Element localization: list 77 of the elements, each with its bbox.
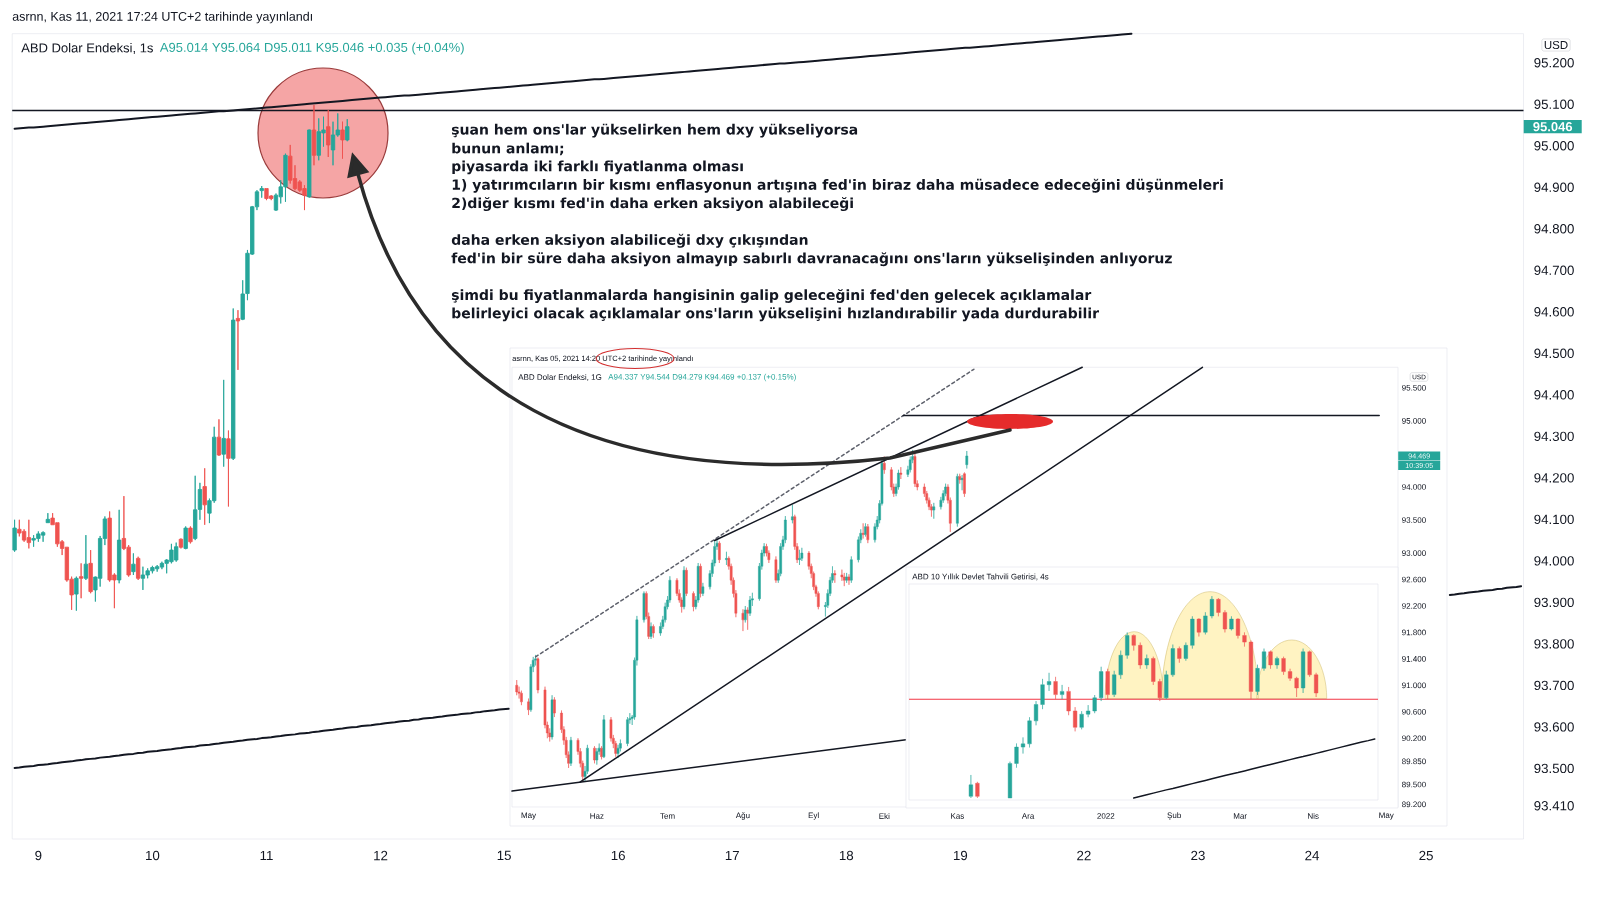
annotation: belirleyici olacak açıklamalar ons'ların yükselişini hızlandırabilir yada durdurabilir (452, 307, 1100, 322)
y-tick-label: 94.700 (1534, 265, 1574, 275)
y-tick-label: 93.500 (1534, 763, 1574, 774)
x-tick-label: 24 (1305, 850, 1320, 861)
text: ABD Dolar Endeksi, 1G (518, 374, 602, 381)
x-tick-label: Eki (879, 813, 890, 819)
y-tick-label: 91.800 (1402, 629, 1426, 636)
y-tick-label: 91.000 (1402, 682, 1426, 689)
y-tick-label: 95.100 (1534, 99, 1574, 109)
y-tick-label: 93.600 (1534, 722, 1574, 732)
x-tick-label: 9 (35, 850, 42, 861)
x-tick-label: 2022 (1097, 813, 1115, 819)
annotation: 1) yatırımcıların bir kısmı enflasyonun artışına fed'in biraz daha müsadece edeceğini düşünmeleri (452, 178, 1223, 193)
x-tick-label: 15 (497, 850, 511, 861)
text: ABD Dolar Endeksi, 1s (21, 42, 153, 55)
y-tick-label: 94.500 (1534, 348, 1574, 359)
y-tick-label: 93.700 (1534, 680, 1574, 691)
x-tick-label: Ara (1021, 813, 1035, 819)
y-tick-label: 95.500 (1402, 384, 1426, 391)
y-tick-label: 94.000 (1402, 484, 1426, 490)
y-tick-label: 93.800 (1534, 639, 1574, 649)
x-tick-label: Haz (590, 813, 604, 819)
x-tick-label: Mar (1233, 813, 1247, 819)
y-tick-label: 94.600 (1534, 307, 1574, 317)
y-tick-label: 95.200 (1534, 58, 1574, 68)
text: 95.046 (1533, 122, 1573, 132)
y-axis-title: USD (1544, 40, 1568, 50)
y-tick-label: 90.600 (1402, 708, 1426, 715)
x-tick-label: Tem (660, 813, 675, 819)
y-tick-label: 94.000 (1534, 556, 1574, 566)
annotation: şimdi bu fiyatlanmalarda hangisinin galip geleceğini fed'den gelecek açıklamalar (451, 288, 1092, 303)
x-tick-label: 10 (146, 850, 160, 861)
x-tick-label: Şub (1167, 812, 1181, 820)
x-tick-label: Nis (1308, 813, 1319, 819)
y-tick-label: 91.400 (1402, 656, 1426, 662)
y-tick-label: 95.000 (1534, 141, 1574, 151)
y-tick-label: 94.400 (1534, 390, 1574, 400)
text: A95.014 Y95.064 D95.011 K95.046 +0.035 (+0.04%) (159, 42, 464, 55)
x-tick-label: May (1379, 812, 1394, 820)
annotation: piyasarda iki farklı fiyatlanma olması (452, 160, 743, 175)
x-tick-label: 11 (260, 850, 273, 861)
y-tick-label: 89.200 (1402, 801, 1426, 808)
y-tick-label: 94.200 (1534, 473, 1574, 483)
x-tick-label: 18 (839, 850, 854, 861)
text: asrnn, Kas 11, 2021 17:24 UTC+2 tarihinde yayınlandı (12, 11, 312, 24)
y-tick-label: 94.300 (1534, 431, 1574, 442)
y-tick-label: 94.900 (1534, 182, 1574, 192)
x-tick-label: Ağu (735, 812, 750, 820)
x-tick-label: 22 (1077, 850, 1091, 861)
annotation: bunun anlamı; (452, 142, 564, 156)
x-tick-label: 12 (374, 850, 388, 861)
x-tick-label: Eyl (808, 812, 819, 820)
text: A94.337 Y94.544 D94.279 K94.469 +0.137 (+0.15%) (608, 373, 796, 382)
x-tick-label: 16 (611, 850, 625, 861)
x-tick-label: 25 (1419, 850, 1433, 861)
x-tick-label: May (521, 812, 537, 820)
x-tick-label: 17 (725, 850, 739, 861)
y-tick-label: 95.000 (1402, 418, 1426, 424)
y-tick-label: 94.100 (1534, 514, 1574, 525)
y-tick-label: 90.200 (1402, 735, 1426, 742)
x-tick-label: Kas (951, 813, 964, 819)
annotation: şuan hem ons'lar yükselirken hem dxy yükseliyorsa (451, 123, 858, 138)
annotation: 2)diğer kısmı fed'in daha erken aksiyon alabileceği (452, 197, 853, 212)
y-tick-label: 89.500 (1402, 781, 1426, 788)
chart-title: ABD 10 Yıllık Devlet Tahvili Getirisi, 4s (912, 573, 1049, 581)
y-tick-label: 92.200 (1402, 603, 1426, 609)
annotation: fed'in bir süre daha aksiyon almayıp sabırlı davranacağını ons'ların yükselişinden anlıyoruz (451, 252, 1172, 267)
y-tick-label: 92.600 (1402, 576, 1426, 583)
x-tick-label: 23 (1191, 850, 1205, 861)
y-tick-label: 89.850 (1402, 758, 1426, 765)
y-tick-label: 93.900 (1534, 597, 1574, 608)
x-tick-label: 19 (953, 850, 968, 861)
y-tick-label: 93.410 (1534, 801, 1574, 811)
y-tick-label: 93.000 (1402, 550, 1426, 556)
y-tick-label: 94.800 (1534, 224, 1574, 234)
annotation: daha erken aksiyon alabiliceği dxy çıkışından (451, 233, 808, 248)
y-tick-label: 93.500 (1402, 517, 1426, 523)
